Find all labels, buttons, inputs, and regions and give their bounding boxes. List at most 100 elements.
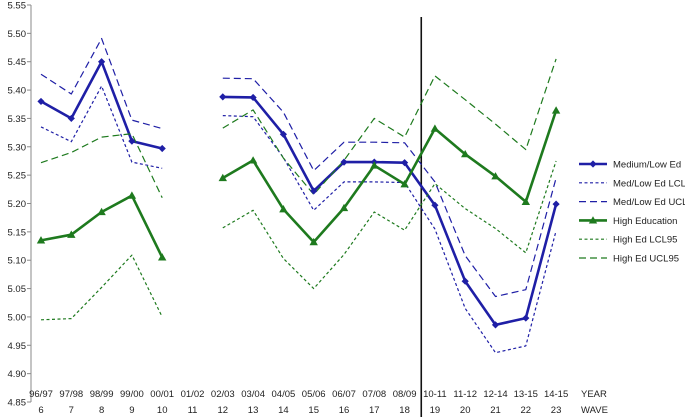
data-point — [249, 93, 257, 102]
year-tick-label: 98/99 — [90, 389, 114, 400]
y-tick-label: 4.85 — [8, 398, 27, 409]
data-point — [218, 173, 227, 182]
legend-label: High Ed UCL95 — [613, 254, 679, 265]
wave-axis-title: WAVE — [581, 405, 608, 416]
series-line — [222, 95, 558, 327]
x-axis: 96/97 97/98 98/99 99/00 00/01 01/02 02/03 03/04… — [29, 389, 608, 416]
data-point — [98, 58, 106, 66]
wave-tick-label: 21 — [490, 405, 501, 416]
year-tick-label: 14-15 — [544, 389, 568, 400]
y-tick-label: 4.95 — [8, 341, 27, 352]
y-tick-label: 5.10 — [8, 256, 27, 267]
wave-tick-label: 22 — [521, 405, 532, 416]
data-point — [491, 172, 500, 180]
wave-tick-label: 10 — [157, 405, 168, 416]
year-tick-label: 06/07 — [332, 389, 356, 400]
data-point — [309, 237, 318, 246]
data-point — [97, 207, 106, 216]
wave-tick-label: 19 — [430, 405, 441, 416]
y-tick-label: 5.15 — [8, 227, 27, 238]
legend-label: High Ed LCL95 — [613, 235, 677, 246]
data-point — [37, 97, 45, 106]
data-point — [158, 144, 166, 153]
data-point — [522, 314, 530, 322]
data-point — [67, 230, 76, 238]
wave-tick-label: 11 — [188, 405, 198, 416]
data-point — [370, 161, 379, 169]
wave-tick-label: 6 — [38, 405, 43, 416]
data-point — [36, 236, 46, 244]
data-point — [461, 277, 469, 285]
data-point — [339, 203, 349, 212]
data-point — [401, 159, 409, 167]
data-point — [279, 204, 288, 213]
legend-label: High Education — [613, 216, 677, 227]
legend-label: Medium/Low Ed — [613, 160, 681, 171]
year-tick-label: 07/08 — [362, 389, 386, 400]
year-tick-label: 04/05 — [272, 389, 296, 400]
wave-tick-label: 7 — [69, 405, 74, 416]
year-tick-label: 03/04 — [241, 389, 265, 400]
series-line — [222, 115, 557, 354]
plot-area — [36, 17, 561, 417]
y-tick-label: 5.55 — [8, 1, 27, 12]
series-line — [40, 85, 163, 169]
legend-label: Med/Low Ed UCL95 — [613, 197, 685, 208]
y-tick-label: 5.40 — [8, 86, 27, 97]
data-point — [430, 124, 440, 132]
wave-tick-label: 23 — [551, 405, 562, 416]
series-line — [40, 194, 164, 258]
data-point — [552, 200, 560, 208]
year-axis-title: YEAR — [581, 389, 607, 400]
y-tick-label: 4.90 — [8, 369, 27, 380]
legend-label: Med/Low Ed LCL95 — [613, 178, 685, 189]
year-tick-label: 11-12 — [453, 389, 477, 400]
wave-tick-label: 8 — [99, 405, 104, 416]
year-tick-label: 05/06 — [302, 389, 326, 400]
data-point — [128, 137, 136, 145]
year-tick-label: 02/03 — [211, 389, 235, 400]
series-line — [40, 254, 163, 321]
data-point — [248, 156, 258, 164]
y-tick-label: 5.05 — [8, 284, 27, 295]
data-point — [219, 93, 227, 101]
y-axis: 4.85 4.90 4.95 5.00 5.05 5.10 5.15 5.20 5.25 5.30… — [8, 1, 32, 409]
data-point — [521, 197, 530, 205]
data-point — [158, 253, 167, 261]
wave-tick-label: 12 — [218, 405, 229, 416]
wave-tick-label: 20 — [460, 405, 471, 416]
series-line — [222, 110, 558, 244]
y-tick-label: 5.50 — [8, 29, 27, 40]
data-point — [461, 149, 470, 158]
y-tick-label: 5.45 — [8, 57, 27, 68]
year-tick-label: 97/98 — [59, 389, 83, 400]
year-tick-label: 12-14 — [483, 389, 507, 400]
data-point — [310, 187, 318, 195]
wave-tick-label: 15 — [308, 405, 319, 416]
data-point — [431, 201, 439, 209]
data-point — [491, 321, 500, 329]
legend-marker — [588, 216, 598, 224]
data-point — [67, 114, 75, 123]
data-point — [127, 191, 137, 199]
series-line — [222, 58, 557, 195]
wave-tick-label: 16 — [339, 405, 350, 416]
year-tick-label: 08/09 — [393, 389, 417, 400]
wave-tick-label: 13 — [248, 405, 259, 416]
data-point — [551, 106, 561, 114]
y-tick-label: 5.30 — [8, 142, 27, 153]
wave-tick-label: 18 — [399, 405, 410, 416]
year-tick-label: 99/00 — [120, 389, 144, 400]
data-point — [340, 158, 348, 166]
legend-marker — [589, 160, 597, 168]
year-tick-label: 10-11 — [423, 389, 447, 400]
legend: Medium/Low Ed Med/Low Ed LCL95 Med/Low Ed … — [579, 160, 685, 265]
y-tick-label: 5.00 — [8, 312, 27, 323]
series-line — [40, 37, 163, 130]
wave-tick-label: 9 — [129, 405, 134, 416]
y-tick-label: 5.35 — [8, 114, 27, 125]
y-tick-label: 5.25 — [8, 171, 27, 182]
series-line — [222, 160, 557, 290]
wave-tick-label: 17 — [369, 405, 380, 416]
